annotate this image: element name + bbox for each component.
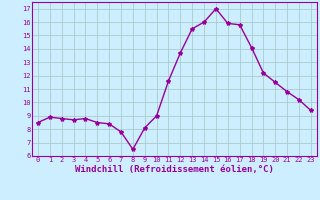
X-axis label: Windchill (Refroidissement éolien,°C): Windchill (Refroidissement éolien,°C) — [75, 165, 274, 174]
